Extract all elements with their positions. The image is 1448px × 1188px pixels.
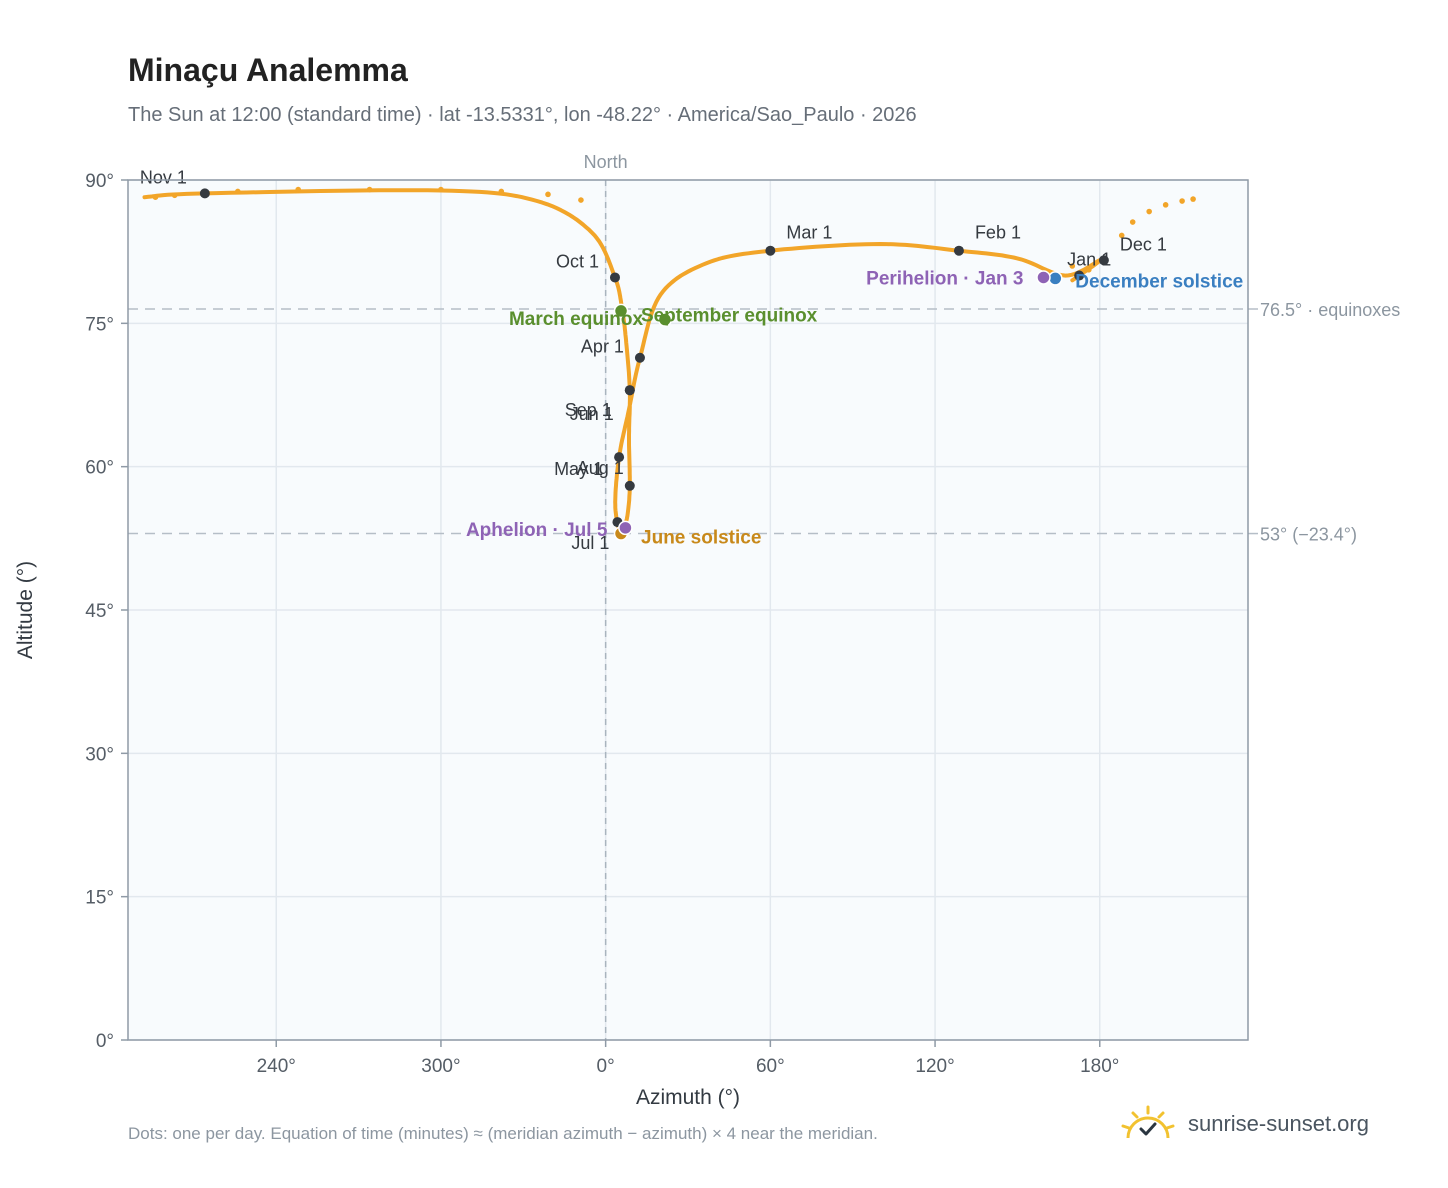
y-tick-label: 75° [85,314,114,335]
event-label: December solstice [1075,271,1243,292]
x-tick-label: 60° [756,1056,785,1077]
month-marker-label: Oct 1 [556,251,599,271]
daily-dot [1085,267,1092,273]
event-label: Aphelion · Jul 5 [466,520,608,541]
y-tick-label: 30° [85,744,114,765]
daily-dot [1190,196,1196,202]
month-marker-label: Feb 1 [975,223,1021,243]
daily-dot [235,188,241,195]
month-marker-label: Aug 1 [577,458,624,478]
event-label: June solstice [641,528,761,549]
event-marker [1036,270,1051,285]
daily-dot [171,192,178,199]
daily-dot [498,188,505,195]
x-axis-label: Azimuth (°) [636,1086,740,1109]
month-marker-label: Nov 1 [140,167,187,187]
month-marker [614,452,625,463]
daily-dot [1069,263,1076,269]
month-marker-label: Apr 1 [581,337,624,357]
month-marker-label: Jun 1 [570,404,614,424]
y-tick-label: 15° [85,888,114,909]
daily-dot [1162,202,1169,208]
daily-dot [1118,232,1125,239]
daily-dot [295,186,301,193]
month-marker-label: Dec 1 [1120,234,1167,254]
month-markers: Jan 1 Feb 1 Mar 1 Apr 1 May 1 Jun 1 Jul 1 Aug 1… [140,167,1167,553]
reference-line-label: 53° (−23.4°) [1260,525,1357,545]
daily-dot [366,186,373,193]
month-marker-label: Sep 1 [565,400,612,420]
event-label: Perihelion · Jan 3 [866,268,1023,289]
month-marker [609,272,620,283]
brand-name: sunrise-sunset.org [1188,1111,1369,1136]
month-marker [1098,255,1109,266]
x-tick-label: 120° [915,1056,954,1077]
reference-lines: North 76.5° · equinoxes 53° (−23.4°) [128,152,1400,1040]
brand-logo[interactable]: sunrise-sunset.org [1120,1104,1369,1144]
chart-title: Minaçu Analemma [128,52,408,88]
daily-dot [1179,198,1185,204]
event-markers: December solstice Perihelion · Jan 3 March… [466,268,1243,548]
daily-dot [1146,208,1152,215]
event-marker [1048,271,1063,286]
month-marker-label: Jul 1 [571,533,609,553]
event-marker [618,520,633,536]
x-tick-label: 240° [257,1056,296,1077]
y-tick-label: 60° [85,458,114,479]
month-marker [199,188,210,199]
x-tick-label: 0° [597,1056,615,1077]
y-axis-label: Altitude (°) [14,561,37,659]
reference-line-label: 76.5° · equinoxes [1260,300,1400,320]
month-marker [953,245,964,256]
event-label: September equinox [641,306,818,327]
event-marker [613,303,629,319]
month-marker [624,385,635,396]
month-marker [1074,270,1085,281]
month-marker-label: May 1 [554,459,603,479]
daily-dot [1129,219,1136,225]
x-tick-label: 180° [1080,1056,1119,1077]
y-tick-label: 0° [96,1031,114,1052]
month-marker [634,352,645,363]
event-marker [657,312,673,327]
month-marker-label: Mar 1 [786,223,832,243]
y-tick-label: 45° [85,601,114,622]
month-marker [765,245,776,256]
y-tick-label: 90° [85,171,114,192]
event-label: March equinox [509,309,644,330]
axis-ticks: 240° 300° 0° 60° 120° 180° 0° 15° 30° 45° 60° 75° 90… [85,171,1119,1077]
north-line-label: North [584,152,628,172]
x-tick-label: 300° [421,1056,460,1077]
daily-dot [578,197,584,203]
chart-subtitle: The Sun at 12:00 (standard time) · lat -… [128,104,917,126]
daily-dot [438,186,444,193]
month-marker-label: Jan 1 [1067,250,1111,270]
chart-footnote: Dots: one per day. Equation of time (min… [128,1124,878,1143]
daily-dot [545,191,551,198]
month-marker [624,480,635,491]
daily-dot [152,194,159,200]
sun-checkmark-icon [1121,1105,1175,1139]
